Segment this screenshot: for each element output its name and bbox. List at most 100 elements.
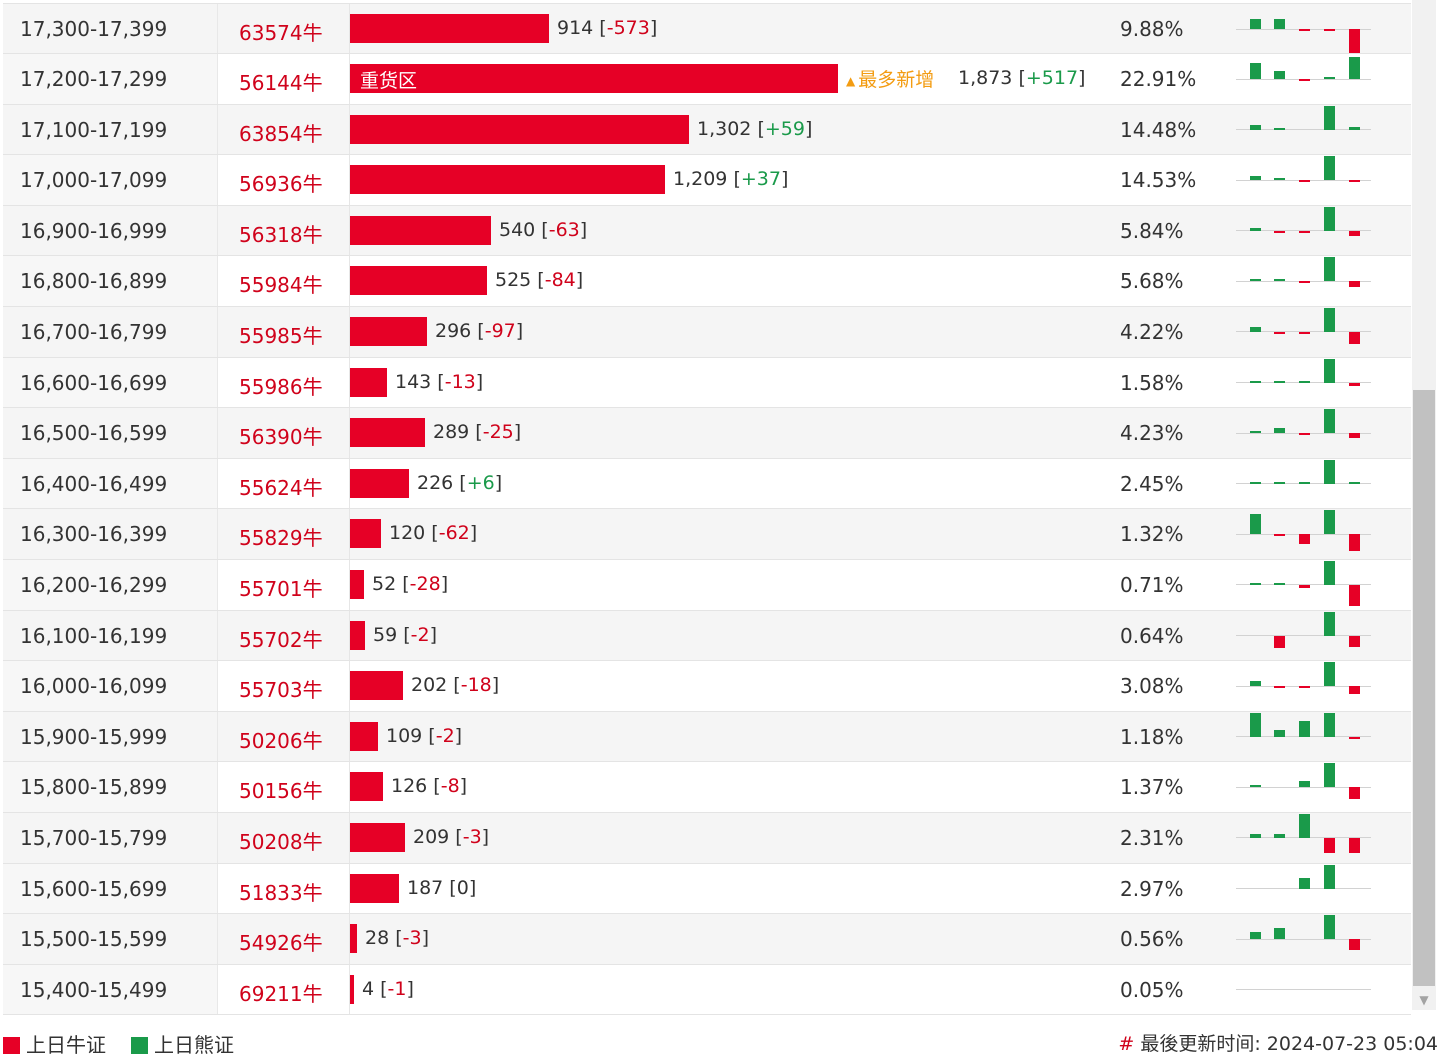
price-range: 17,100-17,199 (20, 117, 168, 142)
spark-bar-bear (1274, 19, 1285, 29)
cbbc-code-link[interactable]: 55829牛 (239, 526, 323, 551)
spark-bar-bear (1274, 833, 1285, 838)
volume-change: +59 (764, 117, 805, 140)
cbbc-code-link[interactable]: 69211牛 (239, 981, 323, 1006)
volume-bar (350, 367, 387, 397)
spark-bar-bear (1250, 279, 1261, 282)
volume-change: -28 (409, 572, 441, 595)
price-range: 15,400-15,499 (20, 977, 168, 1002)
cbbc-code-link[interactable]: 56390牛 (239, 425, 323, 450)
cbbc-code-link[interactable]: 55701牛 (239, 576, 323, 601)
price-range: 15,600-15,699 (20, 876, 168, 901)
volume-change: -84 (544, 269, 576, 292)
spark-bar-bull (1299, 534, 1310, 545)
spark-bar-bear (1250, 514, 1261, 535)
cbbc-code-link[interactable]: 55984牛 (239, 273, 323, 298)
table-row: 15,600-15,699 51833牛 187 [0] 2.97% (3, 863, 1411, 915)
bar-column-divider (349, 610, 350, 661)
spark-bar-bull (1299, 433, 1310, 436)
volume-value: 202 [-18] (411, 674, 500, 697)
bar-column-divider (349, 306, 350, 357)
range-cell (3, 458, 218, 509)
volume-number: 202 (411, 674, 448, 697)
spark-bar-bear (1250, 19, 1261, 29)
spark-bar-bull (1349, 180, 1360, 183)
sparkline-baseline (1236, 129, 1371, 131)
bar-column-divider (349, 4, 350, 53)
table-row: 16,900-16,999 56318牛 540 [-63] 5.84% (3, 205, 1411, 257)
cbbc-code-link[interactable]: 55624牛 (239, 475, 323, 500)
volume-change: -2 (410, 623, 430, 646)
cbbc-code-link[interactable]: 50208牛 (239, 829, 323, 854)
volume-bar (350, 215, 491, 245)
cbbc-code-link[interactable]: 56144牛 (239, 71, 323, 95)
bar-column-divider (349, 256, 350, 306)
spark-bar-bull (1349, 331, 1360, 344)
volume-bar (350, 165, 665, 195)
spark-bar-bull (1349, 382, 1360, 386)
spark-bar-bear (1324, 510, 1335, 535)
scrollbar-thumb[interactable] (1413, 390, 1435, 986)
bar-column-divider (349, 914, 350, 964)
range-cell (3, 357, 218, 408)
bar-column-divider (349, 205, 350, 256)
volume-number: 914 (557, 17, 594, 39)
table-row: 15,800-15,899 50156牛 126 [-8] 1.37% (3, 762, 1411, 813)
range-cell (3, 509, 218, 559)
price-range: 16,700-16,799 (20, 319, 168, 344)
volume-value: 1,302 [+59] (697, 117, 813, 140)
legend-bull: 上日牛证 (3, 1029, 106, 1058)
cbbc-code-link[interactable]: 55985牛 (239, 323, 323, 348)
spark-bar-bear (1324, 763, 1335, 788)
cbbc-code-link[interactable]: 63854牛 (239, 121, 323, 146)
spark-bar-bear (1274, 481, 1285, 484)
hash-icon: # (1118, 1033, 1135, 1055)
spark-bar-bear (1274, 127, 1285, 130)
spark-bar-bear (1274, 582, 1285, 585)
table-row: 16,800-16,899 55984牛 525 [-84] 5.68% (3, 256, 1411, 307)
percentage: 22.91% (1120, 67, 1197, 91)
price-range: 15,900-15,999 (20, 724, 168, 749)
volume-number: 296 (435, 319, 472, 342)
cbbc-code-link[interactable]: 50206牛 (239, 728, 323, 753)
cbbc-code-link[interactable]: 50156牛 (239, 779, 323, 804)
cbbc-code-link[interactable]: 63574牛 (239, 21, 323, 45)
cbbc-code-link[interactable]: 56318牛 (239, 222, 323, 247)
range-cell (3, 812, 218, 863)
sparkline-baseline (1236, 837, 1371, 839)
spark-bar-bear (1324, 409, 1335, 434)
percentage: 1.37% (1120, 775, 1184, 800)
trend-sparkline (1236, 509, 1371, 559)
spark-bar-bull (1299, 29, 1310, 31)
volume-number: 28 (365, 927, 390, 950)
spark-bar-bear (1274, 71, 1285, 79)
spark-bar-bull (1349, 29, 1360, 53)
trend-sparkline (1236, 105, 1371, 155)
spark-bar-bear (1274, 729, 1285, 737)
price-range: 16,900-16,999 (20, 218, 168, 243)
range-cell (3, 104, 218, 155)
cbbc-code-link[interactable]: 55986牛 (239, 374, 323, 399)
volume-value: 120 [-62] (389, 522, 478, 545)
volume-number: 540 (499, 218, 536, 241)
spark-bar-bear (1274, 928, 1285, 940)
range-cell (3, 205, 218, 256)
volume-change: -8 (440, 775, 460, 798)
trend-sparkline (1236, 813, 1371, 863)
percentage: 4.22% (1120, 319, 1184, 344)
price-range: 15,800-15,899 (20, 775, 168, 800)
cbbc-code-link[interactable]: 55703牛 (239, 678, 323, 703)
volume-number: 209 (413, 825, 450, 848)
cbbc-code-link[interactable]: 55702牛 (239, 627, 323, 652)
range-cell (3, 661, 218, 711)
spark-bar-bear (1299, 813, 1310, 838)
spark-bar-bear (1250, 481, 1261, 484)
price-range: 15,700-15,799 (20, 825, 168, 850)
cbbc-code-link[interactable]: 54926牛 (239, 931, 323, 956)
bar-column-divider (349, 104, 350, 155)
range-cell (3, 863, 218, 914)
table-row: 16,000-16,099 55703牛 202 [-18] 3.08% (3, 661, 1411, 712)
cbbc-code-link[interactable]: 51833牛 (239, 880, 323, 905)
cbbc-code-link[interactable]: 56936牛 (239, 172, 323, 197)
scroll-down-arrow-icon[interactable]: ▼ (1419, 993, 1429, 1007)
